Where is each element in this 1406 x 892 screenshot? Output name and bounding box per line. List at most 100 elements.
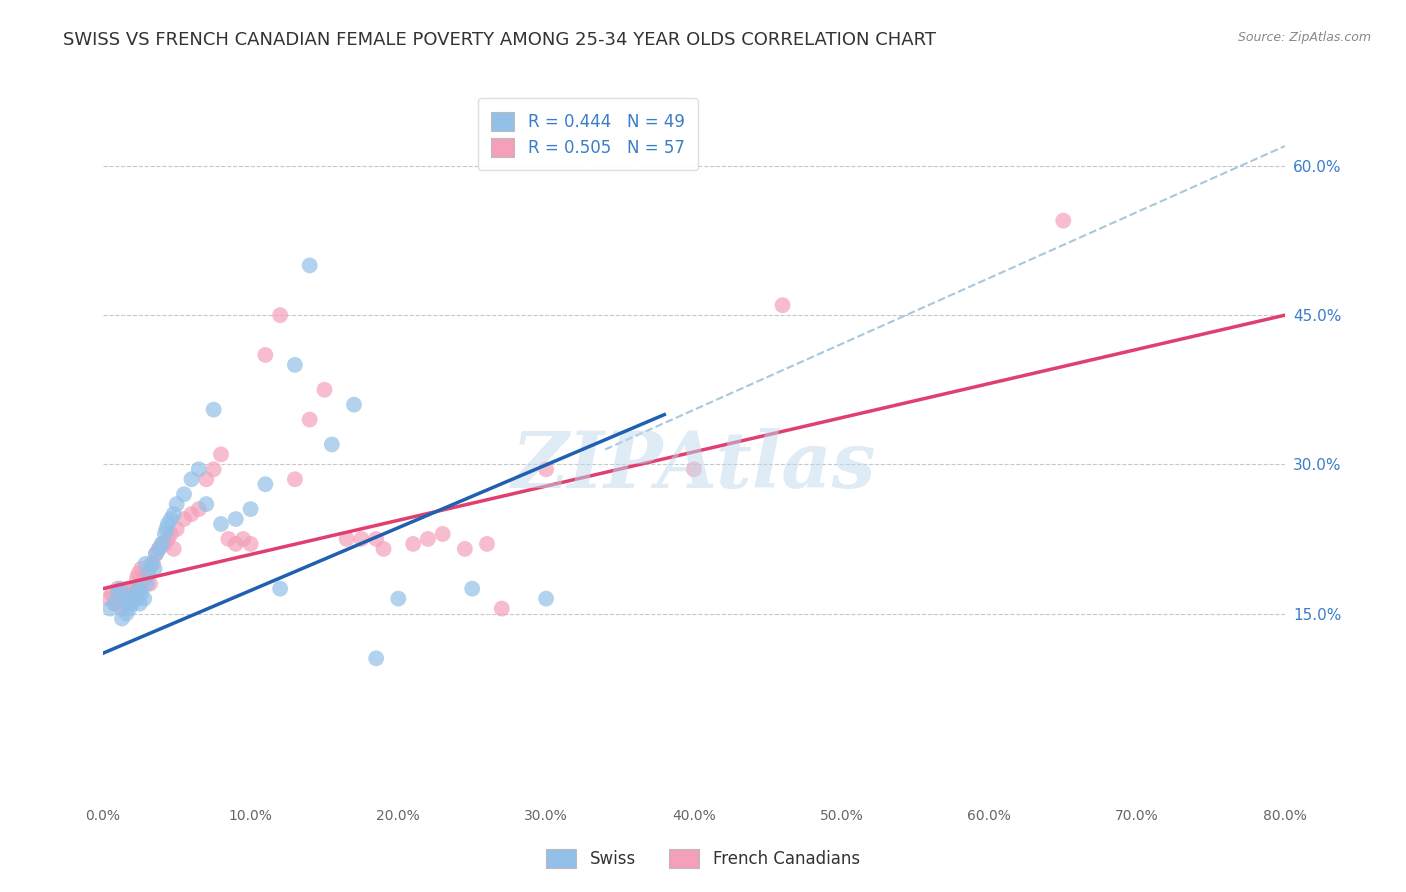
Point [314, 383, 336, 397]
Point [110, 591, 132, 606]
Point [225, 537, 247, 551]
Point [772, 298, 794, 312]
Point [534, 462, 557, 476]
Point [153, 527, 176, 541]
Point [366, 651, 388, 665]
Point [225, 512, 247, 526]
Point [120, 591, 142, 606]
Point [321, 437, 343, 451]
Point [110, 582, 132, 596]
Point [166, 497, 188, 511]
Point [136, 576, 159, 591]
Point [139, 576, 162, 591]
Point [534, 591, 557, 606]
Point [125, 591, 148, 606]
Point [254, 348, 277, 362]
Point [117, 597, 139, 611]
Point [269, 582, 291, 596]
Point [127, 566, 149, 581]
Point [135, 557, 157, 571]
Point [118, 587, 141, 601]
Text: Source: ZipAtlas.com: Source: ZipAtlas.com [1237, 31, 1371, 45]
Point [461, 582, 484, 596]
Point [298, 259, 321, 273]
Point [336, 532, 359, 546]
Point [202, 462, 225, 476]
Point [136, 566, 159, 581]
Point [166, 522, 188, 536]
Point [111, 611, 134, 625]
Point [134, 572, 156, 586]
Point [475, 537, 498, 551]
Point [114, 587, 136, 601]
Point [195, 472, 218, 486]
Point [156, 516, 179, 531]
Point [159, 527, 181, 541]
Point [124, 582, 146, 596]
Point [129, 562, 152, 576]
Point [153, 537, 176, 551]
Point [373, 541, 395, 556]
Point [195, 497, 218, 511]
Point [173, 512, 195, 526]
Point [104, 597, 127, 611]
Point [111, 601, 134, 615]
Point [387, 591, 409, 606]
Point [180, 507, 202, 521]
Point [343, 398, 366, 412]
Point [432, 527, 454, 541]
Point [115, 591, 138, 606]
Point [284, 472, 307, 486]
Point [107, 587, 129, 601]
Point [187, 462, 209, 476]
Point [142, 557, 165, 571]
Point [121, 597, 143, 611]
Point [416, 532, 439, 546]
Point [148, 541, 170, 556]
Point [148, 541, 170, 556]
Point [100, 587, 122, 601]
Point [180, 472, 202, 486]
Point [145, 547, 167, 561]
Point [269, 308, 291, 322]
Point [350, 532, 373, 546]
Point [124, 587, 146, 601]
Point [143, 562, 166, 576]
Point [366, 532, 388, 546]
Point [454, 541, 477, 556]
Point [284, 358, 307, 372]
Point [121, 591, 143, 606]
Legend: Swiss, French Canadians: Swiss, French Canadians [538, 840, 868, 877]
Point [141, 557, 163, 571]
Point [107, 582, 129, 596]
Point [159, 512, 181, 526]
Point [298, 412, 321, 426]
Point [129, 587, 152, 601]
Point [150, 537, 173, 551]
Point [128, 597, 150, 611]
Point [127, 582, 149, 596]
Point [239, 537, 262, 551]
Point [97, 591, 120, 606]
Point [138, 566, 160, 581]
Point [118, 601, 141, 615]
Point [125, 572, 148, 586]
Point [254, 477, 277, 491]
Point [163, 541, 186, 556]
Point [114, 591, 136, 606]
Point [104, 597, 127, 611]
Point [134, 591, 156, 606]
Point [232, 532, 254, 546]
Point [202, 402, 225, 417]
Point [163, 507, 186, 521]
Legend: R = 0.444   N = 49, R = 0.505   N = 57: R = 0.444 N = 49, R = 0.505 N = 57 [478, 98, 697, 170]
Point [402, 537, 425, 551]
Point [209, 447, 232, 461]
Text: SWISS VS FRENCH CANADIAN FEMALE POVERTY AMONG 25-34 YEAR OLDS CORRELATION CHART: SWISS VS FRENCH CANADIAN FEMALE POVERTY … [63, 31, 936, 49]
Point [150, 537, 173, 551]
Point [217, 532, 239, 546]
Point [209, 516, 232, 531]
Point [145, 547, 167, 561]
Point [128, 582, 150, 596]
Point [187, 502, 209, 516]
